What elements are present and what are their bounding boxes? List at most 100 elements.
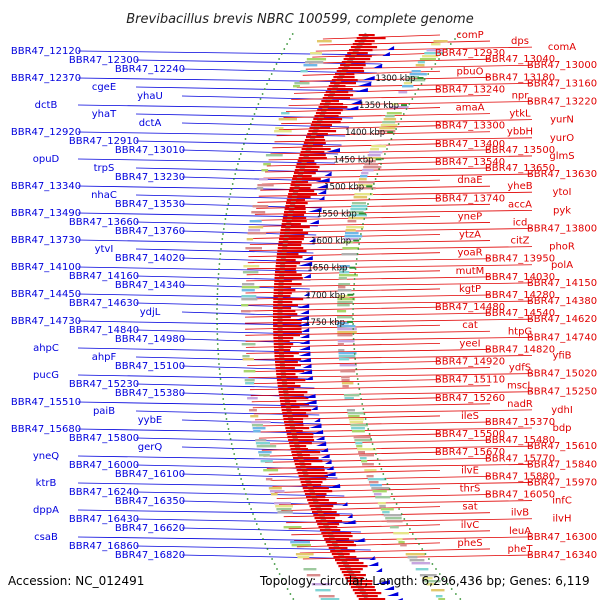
left-gene-label: BBR47_16000 bbox=[69, 460, 139, 471]
right-gene-label: npr bbox=[512, 91, 530, 102]
left-gene-label: BBR47_13010 bbox=[115, 145, 185, 156]
left-gene-label: BBR47_13230 bbox=[115, 172, 185, 183]
right-gene-label: ytkL bbox=[509, 109, 531, 120]
left-gene-label: BBR47_16860 bbox=[69, 541, 139, 552]
right-gene-label: BBR47_13300 bbox=[435, 121, 505, 132]
right-gene-label: bdp bbox=[552, 423, 571, 434]
right-gene-label: amaA bbox=[456, 103, 485, 114]
right-gene-label: BBR47_15880 bbox=[485, 471, 555, 482]
left-gene-label: ahpF bbox=[92, 352, 117, 363]
right-gene-label: mutM bbox=[456, 266, 485, 277]
left-gene-label: BBR47_16100 bbox=[115, 469, 185, 480]
right-gene-label: yoaR bbox=[457, 248, 482, 259]
left-gene-label: yneQ bbox=[33, 451, 59, 462]
left-gene-label: ktrB bbox=[36, 478, 57, 489]
right-gene-label: BBR47_14280 bbox=[485, 290, 555, 301]
right-gene-label: BBR47_15970 bbox=[527, 477, 597, 488]
right-gene-label: pbuO bbox=[457, 66, 484, 77]
left-gene-label: yhaT bbox=[92, 109, 117, 120]
right-gene-label: BBR47_14480 bbox=[435, 302, 505, 313]
left-gene-label: BBR47_12300 bbox=[69, 55, 139, 66]
left-gene-label: BBR47_13660 bbox=[69, 217, 139, 228]
left-gene-label: opuD bbox=[33, 154, 60, 165]
right-gene-label: comA bbox=[548, 42, 576, 53]
kbp-tick-label: 1400 kbp bbox=[345, 128, 385, 138]
right-gene-label: BBR47_16300 bbox=[527, 532, 597, 543]
right-gene-label: comP bbox=[456, 30, 483, 41]
right-gene-label: BBR47_15770 bbox=[485, 453, 555, 464]
right-gene-label: ydfS bbox=[509, 363, 531, 374]
right-gene-label: yurN bbox=[550, 115, 574, 126]
right-gene-label: yurO bbox=[550, 133, 574, 144]
kbp-tick-label: 1450 kbp bbox=[334, 155, 374, 165]
left-gene-label: BBR47_14100 bbox=[11, 262, 81, 273]
left-gene-label: BBR47_14160 bbox=[69, 271, 139, 282]
right-gene-label: BBR47_12930 bbox=[435, 48, 505, 59]
right-gene-label: BBR47_15370 bbox=[485, 417, 555, 428]
kbp-tick-label: 1500 kbp bbox=[324, 182, 364, 192]
right-gene-label: BBR47_13160 bbox=[527, 78, 597, 89]
right-gene-label: dnaE bbox=[457, 175, 482, 186]
right-gene-label: yneP bbox=[458, 211, 482, 222]
right-gene-label: ileS bbox=[461, 411, 479, 422]
kbp-tick-label: 1650 kbp bbox=[307, 264, 347, 274]
right-gene-label: ilvB bbox=[511, 508, 529, 519]
right-gene-label: yfiB bbox=[552, 351, 571, 362]
right-gene-label: BBR47_13800 bbox=[527, 224, 597, 235]
left-gene-label: BBR47_15510 bbox=[11, 397, 81, 408]
right-gene-label: nadR bbox=[507, 399, 533, 410]
left-gene-label: BBR47_13340 bbox=[11, 181, 81, 192]
left-gene-label: BBR47_12370 bbox=[11, 73, 81, 84]
right-gene-label: ilvC bbox=[461, 520, 479, 531]
right-gene-label: pheT bbox=[508, 544, 534, 555]
right-gene-label: yheB bbox=[507, 181, 532, 192]
right-gene-label: BBR47_13950 bbox=[485, 254, 555, 265]
right-gene-label: BBR47_15110 bbox=[435, 375, 505, 386]
kbp-tick-label: 1550 kbp bbox=[317, 210, 357, 220]
right-gene-label: glmS bbox=[549, 151, 574, 162]
right-gene-label: mscL bbox=[507, 381, 533, 392]
right-gene-label: BBR47_14620 bbox=[527, 314, 597, 325]
right-gene-label: leuA bbox=[509, 526, 531, 537]
right-gene-label: BBR47_13540 bbox=[435, 157, 505, 168]
left-gene-label: BBR47_13530 bbox=[115, 199, 185, 210]
right-gene-label: BBR47_13650 bbox=[485, 163, 555, 174]
left-gene-label: BBR47_16620 bbox=[115, 523, 185, 534]
right-gene-label: BBR47_13740 bbox=[435, 193, 505, 204]
left-gene-label: BBR47_14730 bbox=[11, 316, 81, 327]
left-gene-label: yybE bbox=[138, 415, 163, 426]
right-gene-label: BBR47_14030 bbox=[485, 272, 555, 283]
right-gene-label: BBR47_15020 bbox=[527, 369, 597, 380]
right-gene-label: BBR47_14920 bbox=[435, 357, 505, 368]
right-gene-label: sat bbox=[462, 502, 477, 513]
left-gene-label: BBR47_14450 bbox=[11, 289, 81, 300]
right-gene-label: ilvE bbox=[461, 465, 479, 476]
right-gene-label: infC bbox=[552, 496, 572, 507]
right-gene-label: BBR47_13630 bbox=[527, 169, 597, 180]
right-gene-label: yeeI bbox=[459, 338, 480, 349]
right-gene-label: accA bbox=[508, 199, 532, 210]
left-gene-label: yhaU bbox=[137, 91, 163, 102]
left-gene-label: BBR47_16350 bbox=[115, 496, 185, 507]
right-gene-label: BBR47_13220 bbox=[527, 97, 597, 108]
left-gene-label: csaB bbox=[34, 532, 58, 543]
left-gene-label: ydjL bbox=[140, 307, 161, 318]
left-gene-label: dppA bbox=[33, 505, 59, 516]
left-gene-label: BBR47_16430 bbox=[69, 514, 139, 525]
left-gene-label: BBR47_12910 bbox=[69, 136, 139, 147]
left-gene-label: dctB bbox=[35, 100, 58, 111]
left-gene-label: BBR47_12120 bbox=[11, 46, 81, 57]
right-gene-label: kgtP bbox=[459, 284, 481, 295]
kbp-tick-label: 1750 kbp bbox=[305, 318, 345, 328]
right-gene-label: BBR47_15480 bbox=[485, 435, 555, 446]
left-gene-label: ahpC bbox=[33, 343, 59, 354]
right-gene-label: BBR47_16050 bbox=[485, 490, 555, 501]
right-gene-label: BBR47_15840 bbox=[527, 459, 597, 470]
right-gene-labels: comPdpscomABBR47_12930BBR47_13040BBR47_1… bbox=[435, 30, 597, 561]
left-gene-label: BBR47_13730 bbox=[11, 235, 81, 246]
right-gene-label: thrS bbox=[460, 484, 481, 495]
kbp-tick-label: 1350 kbp bbox=[359, 101, 399, 111]
accession-text: Accession: NC_012491 bbox=[8, 574, 144, 588]
